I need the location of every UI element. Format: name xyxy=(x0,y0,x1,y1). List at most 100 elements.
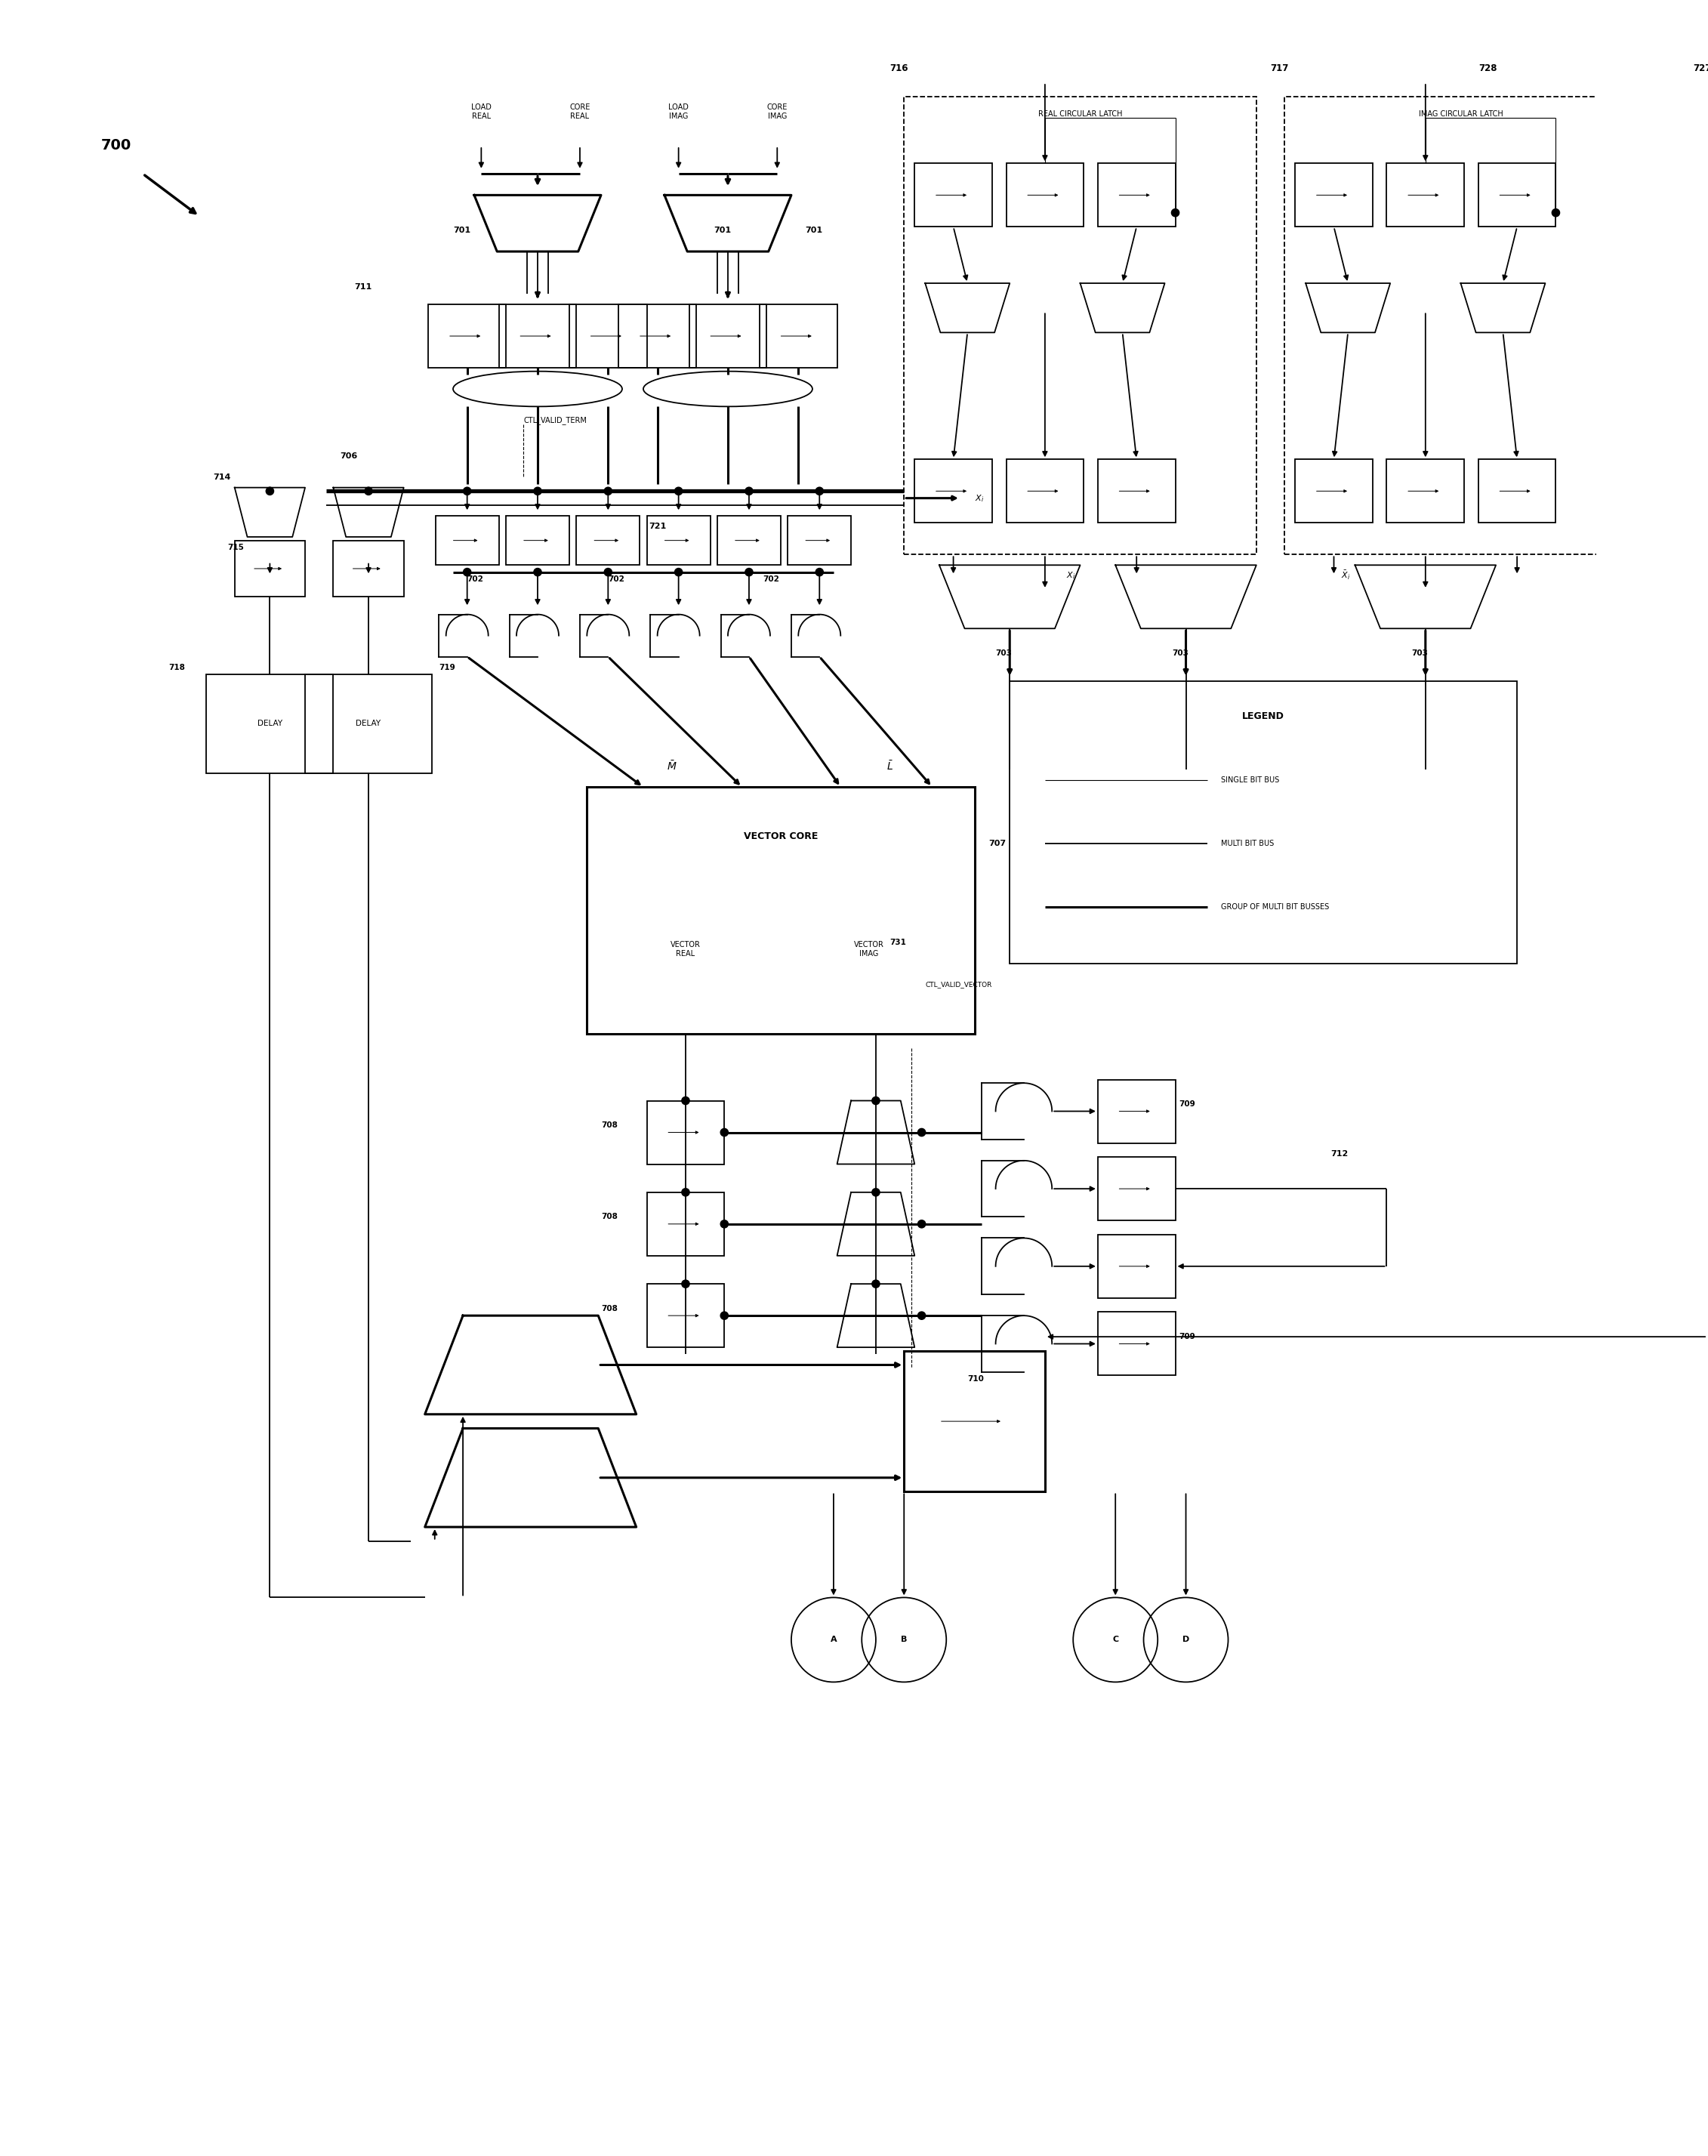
Text: 703: 703 xyxy=(1411,649,1428,658)
Text: 731: 731 xyxy=(890,938,907,946)
Circle shape xyxy=(917,1311,926,1319)
Text: LOAD
REAL: LOAD REAL xyxy=(471,103,492,121)
Text: GROUP OF MULTI BIT BUSSES: GROUP OF MULTI BIT BUSSES xyxy=(1221,903,1329,910)
Text: $X_i$: $X_i$ xyxy=(975,494,984,502)
Bar xyxy=(306,675,432,774)
Circle shape xyxy=(605,487,611,496)
Bar xyxy=(1295,164,1373,226)
Text: DELAY: DELAY xyxy=(258,720,282,727)
Text: 703: 703 xyxy=(996,649,1013,658)
Text: CTL_VALID_TERM: CTL_VALID_TERM xyxy=(524,416,588,425)
Text: D: D xyxy=(1182,1636,1189,1643)
Circle shape xyxy=(721,1311,728,1319)
Bar xyxy=(499,304,576,369)
Bar xyxy=(914,164,992,226)
Text: $\bar{L}$: $\bar{L}$ xyxy=(886,759,893,772)
Circle shape xyxy=(721,1220,728,1229)
Circle shape xyxy=(463,487,471,496)
Bar xyxy=(787,515,851,565)
Circle shape xyxy=(917,1220,926,1229)
Text: 702: 702 xyxy=(608,576,625,582)
Text: SINGLE BIT BUS: SINGLE BIT BUS xyxy=(1221,776,1279,785)
Text: 711: 711 xyxy=(355,282,372,291)
Circle shape xyxy=(873,1188,880,1197)
Circle shape xyxy=(675,569,683,576)
Circle shape xyxy=(1172,209,1179,216)
Text: 712: 712 xyxy=(1331,1149,1348,1158)
Circle shape xyxy=(816,487,823,496)
Text: B: B xyxy=(900,1636,907,1643)
Text: $X_i$: $X_i$ xyxy=(1066,571,1076,580)
Bar xyxy=(904,97,1257,554)
Bar xyxy=(1006,459,1083,522)
Text: CORE
REAL: CORE REAL xyxy=(569,103,591,121)
Text: 706: 706 xyxy=(340,453,359,459)
Text: 701: 701 xyxy=(453,226,470,235)
Text: CORE
IMAG: CORE IMAG xyxy=(767,103,787,121)
Text: CTL_VALID_VECTOR: CTL_VALID_VECTOR xyxy=(926,981,992,987)
Circle shape xyxy=(1703,164,1708,170)
Circle shape xyxy=(533,487,541,496)
Text: 708: 708 xyxy=(601,1304,618,1313)
Circle shape xyxy=(463,569,471,576)
Text: $\bar{X}_i$: $\bar{X}_i$ xyxy=(1341,569,1351,582)
Bar xyxy=(436,515,499,565)
Bar xyxy=(647,1283,724,1348)
Text: VECTOR
IMAG: VECTOR IMAG xyxy=(854,940,883,957)
Circle shape xyxy=(873,1097,880,1104)
Circle shape xyxy=(917,1128,926,1136)
Circle shape xyxy=(364,487,372,496)
Text: VECTOR CORE: VECTOR CORE xyxy=(743,832,818,841)
Bar xyxy=(1098,164,1175,226)
Bar xyxy=(207,675,333,774)
Bar xyxy=(429,304,506,369)
Bar xyxy=(647,1192,724,1255)
Text: 728: 728 xyxy=(1479,63,1496,73)
Circle shape xyxy=(675,487,683,496)
Text: 719: 719 xyxy=(439,664,456,671)
Text: VECTOR
REAL: VECTOR REAL xyxy=(671,940,700,957)
Circle shape xyxy=(1553,209,1559,216)
Bar xyxy=(914,459,992,522)
Bar xyxy=(1387,164,1464,226)
Circle shape xyxy=(681,1281,690,1287)
Bar xyxy=(1098,1158,1175,1220)
Text: 707: 707 xyxy=(989,839,1006,847)
Circle shape xyxy=(816,569,823,576)
Bar xyxy=(1479,164,1556,226)
Text: 716: 716 xyxy=(890,63,909,73)
Text: LEGEND: LEGEND xyxy=(1242,711,1284,722)
Text: 709: 709 xyxy=(1179,1100,1196,1108)
Text: 703: 703 xyxy=(1172,649,1189,658)
Circle shape xyxy=(681,1188,690,1197)
Text: 701: 701 xyxy=(714,226,731,235)
Bar xyxy=(1098,1235,1175,1298)
Circle shape xyxy=(721,1128,728,1136)
Text: 714: 714 xyxy=(214,472,231,481)
Text: 702: 702 xyxy=(763,576,779,582)
Circle shape xyxy=(873,1281,880,1287)
Text: 715: 715 xyxy=(227,543,244,552)
Text: 717: 717 xyxy=(1271,63,1290,73)
Text: A: A xyxy=(830,1636,837,1643)
Bar xyxy=(647,1102,724,1164)
Text: 721: 721 xyxy=(649,522,666,530)
Bar xyxy=(234,541,306,597)
Bar xyxy=(1098,1313,1175,1376)
Bar xyxy=(688,304,767,369)
Bar xyxy=(333,541,403,597)
Text: C: C xyxy=(1112,1636,1119,1643)
Bar xyxy=(1479,459,1556,522)
Bar xyxy=(904,1352,1045,1492)
Text: DELAY: DELAY xyxy=(355,720,381,727)
Circle shape xyxy=(681,1097,690,1104)
Circle shape xyxy=(605,569,611,576)
Bar xyxy=(618,304,697,369)
Text: 718: 718 xyxy=(169,664,184,671)
Bar xyxy=(1009,681,1517,964)
Circle shape xyxy=(533,569,541,576)
Bar xyxy=(506,515,569,565)
Bar xyxy=(1295,459,1373,522)
Text: 708: 708 xyxy=(601,1214,618,1220)
Bar xyxy=(1098,1080,1175,1143)
